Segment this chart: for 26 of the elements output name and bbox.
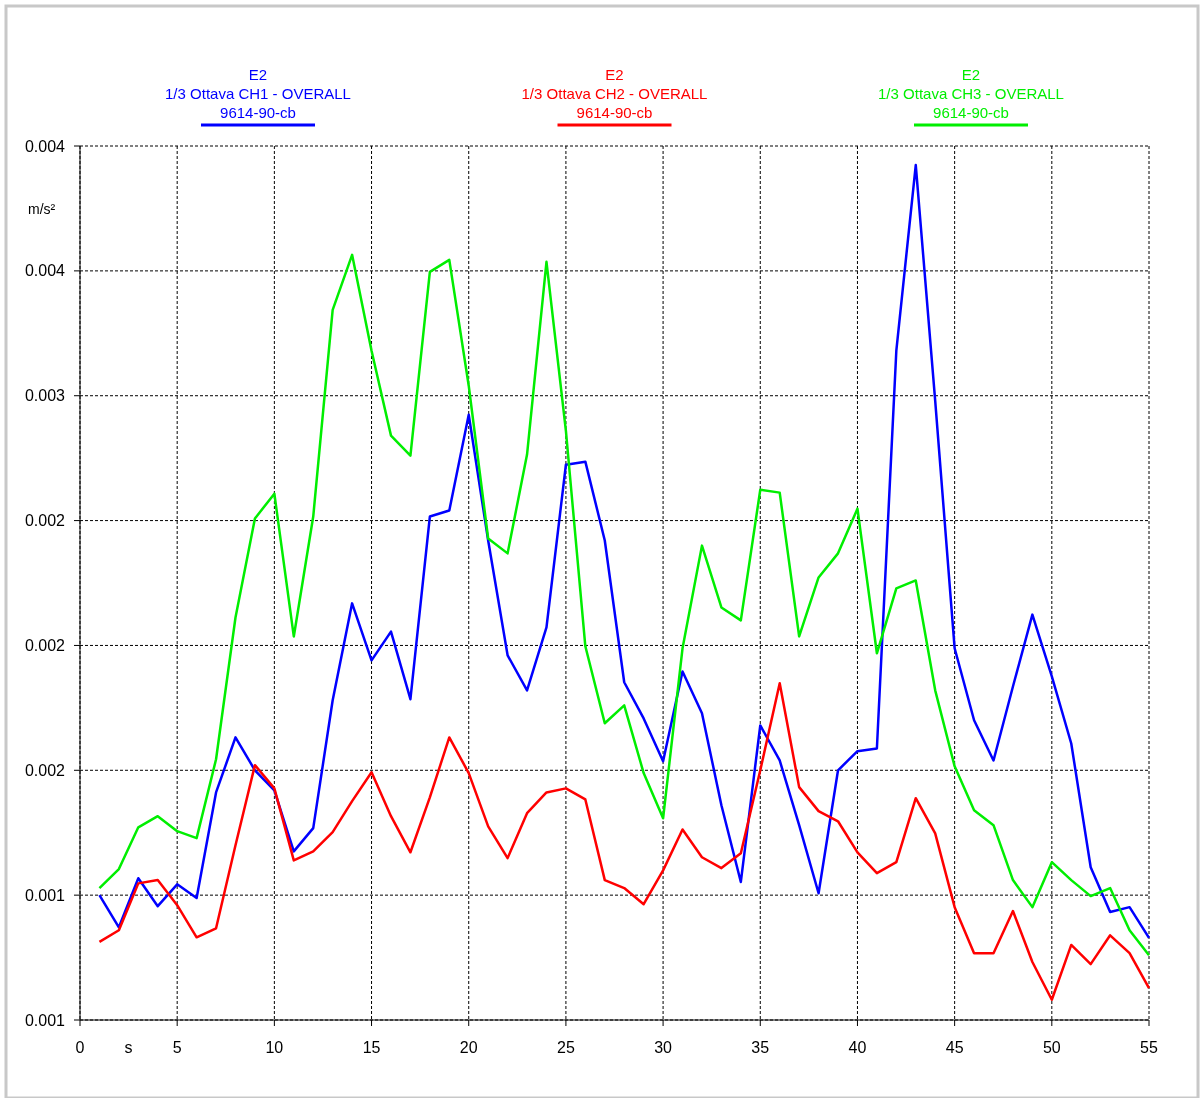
x-tick-label: 30: [654, 1039, 673, 1056]
y-tick-label: 0.004: [24, 262, 66, 280]
x-tick-label: 50: [1042, 1039, 1061, 1056]
x-tick-label: 15: [362, 1039, 381, 1056]
x-tick-label: 5: [172, 1039, 182, 1056]
y-tick-label: 0.004: [24, 137, 66, 155]
x-axis-title: s: [124, 1039, 133, 1056]
x-tick-label: 10: [265, 1039, 284, 1056]
x-tick-label: 35: [751, 1039, 770, 1056]
y-tick-label: 0.001: [24, 1011, 66, 1029]
text: E2 1/3 Ottava CH1 - OVERALL 9614-90-cb: [165, 66, 351, 121]
x-tick-label: 45: [945, 1039, 964, 1056]
y-tick-label: 0.003: [24, 387, 66, 405]
y-axis-title: m/s²: [28, 201, 56, 217]
y-tick-label: 0.002: [24, 637, 66, 655]
x-tick-label: 55: [1140, 1039, 1158, 1056]
text: E2 1/3 Ottava CH3 - OVERALL 9614-90-cb: [878, 66, 1064, 121]
x-tick-label: 20: [459, 1039, 478, 1056]
x-tick-label: 25: [557, 1039, 575, 1056]
x-tick-label: 40: [848, 1039, 867, 1056]
x-tick-label: 0: [75, 1039, 85, 1056]
y-tick-label: 0.001: [24, 886, 66, 904]
y-tick-label: 0.002: [24, 761, 66, 779]
text: E2 1/3 Ottava CH2 - OVERALL 9614-90-cb: [521, 66, 708, 121]
y-tick-label: 0.002: [24, 512, 66, 530]
line-series: [98, 682, 1151, 1002]
